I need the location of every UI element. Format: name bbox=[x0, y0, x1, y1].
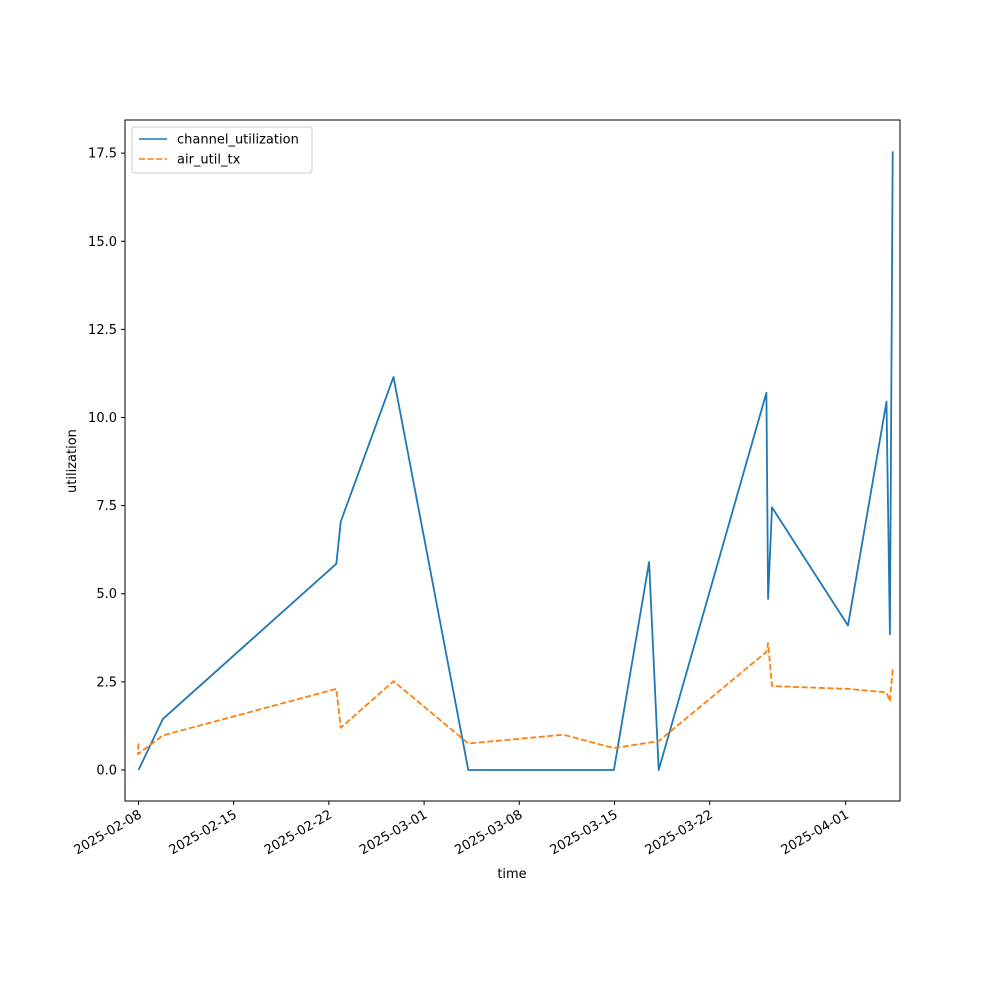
legend: channel_utilization air_util_tx bbox=[131, 126, 313, 174]
y-tick-label: 7.5 bbox=[96, 499, 117, 514]
legend-label-channel-utilization: channel_utilization bbox=[177, 133, 299, 148]
y-tick-label: 0.0 bbox=[96, 763, 117, 778]
y-axis: 0.0 2.5 5.0 7.5 10.0 12.5 15.0 17.5 bbox=[88, 147, 125, 778]
plot-frame bbox=[124, 119, 901, 802]
series-line-channel-utilization bbox=[137, 151, 894, 771]
y-tick-label: 15.0 bbox=[88, 235, 117, 250]
y-tick-label: 2.5 bbox=[96, 675, 117, 690]
y-axis-label: utilization bbox=[65, 429, 80, 493]
y-tick-label: 5.0 bbox=[96, 587, 117, 602]
y-tick-label: 17.5 bbox=[88, 147, 117, 162]
legend-label-air-util-tx: air_util_tx bbox=[177, 153, 241, 168]
y-tick-label: 12.5 bbox=[88, 323, 117, 338]
x-axis-label: time bbox=[497, 867, 526, 882]
y-tick-label: 10.0 bbox=[88, 411, 117, 426]
legend-box bbox=[131, 126, 313, 174]
plot-lines bbox=[136, 151, 894, 771]
